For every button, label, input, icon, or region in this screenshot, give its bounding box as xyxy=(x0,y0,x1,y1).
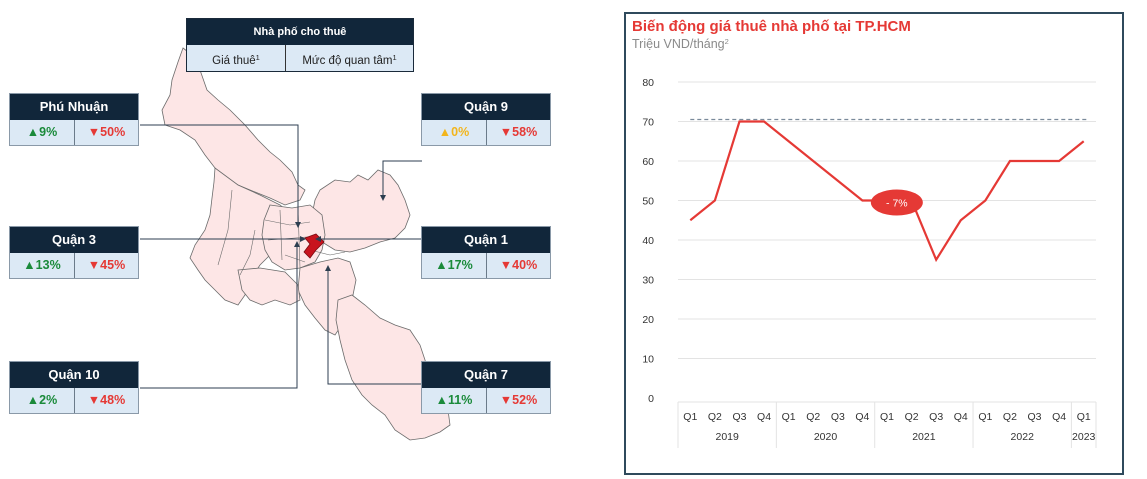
legend-col-price: Giá thuê1 xyxy=(187,45,286,71)
x-tick-quarter: Q3 xyxy=(1028,411,1042,423)
arrow-down-icon: ▼ xyxy=(499,393,513,407)
district-name: Quận 9 xyxy=(422,94,550,120)
x-tick-quarter: Q2 xyxy=(905,411,919,423)
map-legend-table: Nhà phố cho thuê Giá thuê1 Mức độ quan t… xyxy=(186,18,414,72)
x-tick-year: 2023 xyxy=(1072,431,1096,443)
arrow-up-icon: ▲ xyxy=(26,393,40,407)
interest-change: ▼58% xyxy=(499,125,538,139)
legend-col-interest: Mức độ quan tâm1 xyxy=(302,53,397,67)
district-card-quan-7: Quận 7 ▲11% ▼52% xyxy=(421,361,551,414)
interest-change: ▼52% xyxy=(499,393,538,407)
x-tick-quarter: Q3 xyxy=(929,411,943,423)
x-tick-quarter: Q4 xyxy=(954,411,968,423)
rent-price-chart: 0 10 20 30 40 50 60 70 80 Q1 Q2 Q3 Q4 Q1 Q2 Q3 Q4 Q1 Q2 Q3 Q… xyxy=(624,12,1124,475)
district-name: Quận 10 xyxy=(10,362,138,388)
arrow-down-icon: ▼ xyxy=(499,125,513,139)
x-tick-quarter: Q3 xyxy=(831,411,845,423)
price-change: ▲2% xyxy=(10,388,75,413)
y-tick-label: 80 xyxy=(642,77,654,89)
arrow-down-icon: ▼ xyxy=(87,125,101,139)
connector-arrowheads xyxy=(294,195,386,271)
interest-change: ▼48% xyxy=(87,393,126,407)
arrow-down-icon: ▼ xyxy=(87,258,101,272)
arrow-up-icon: ▲ xyxy=(435,393,449,407)
x-tick-quarter: Q3 xyxy=(732,411,746,423)
x-tick-quarter: Q4 xyxy=(1052,411,1066,423)
arrow-down-icon: ▼ xyxy=(499,258,513,272)
arrow-up-icon: ▲ xyxy=(435,258,448,272)
price-change: ▲11% xyxy=(422,388,487,413)
x-tick-quarter: Q2 xyxy=(806,411,820,423)
price-change: ▲13% xyxy=(10,253,75,278)
interest-change: ▼45% xyxy=(87,258,126,272)
district-borders xyxy=(217,189,346,276)
district-name: Quận 3 xyxy=(10,227,138,253)
annotation-label: - 7% xyxy=(886,198,908,210)
x-tick-quarter: Q4 xyxy=(855,411,869,423)
x-tick-quarter: Q1 xyxy=(880,411,894,423)
connector-lines xyxy=(140,124,422,389)
map-regions xyxy=(161,47,451,441)
region-east xyxy=(311,169,411,253)
x-tick-year: 2019 xyxy=(715,431,739,443)
y-tick-label: 20 xyxy=(642,314,654,326)
x-tick-quarter: Q2 xyxy=(1003,411,1017,423)
line-chart-plot: 0 10 20 30 40 50 60 70 80 Q1 Q2 Q3 Q4 Q1 Q2 Q3 Q4 Q1 Q2 Q3 Q… xyxy=(642,77,1097,448)
arrow-up-icon: ▲ xyxy=(438,125,452,139)
x-tick-quarter: Q1 xyxy=(782,411,796,423)
arrow-down-icon: ▼ xyxy=(87,393,101,407)
hcmc-district-map xyxy=(140,47,451,441)
arrow-up-icon: ▲ xyxy=(23,258,36,272)
y-tick-label: 10 xyxy=(642,354,654,366)
y-tick-label: 60 xyxy=(642,156,654,168)
arrow-up-icon: ▲ xyxy=(26,125,40,139)
y-tick-label: 30 xyxy=(642,275,654,287)
district-name: Quận 1 xyxy=(422,227,550,253)
x-tick-quarter: Q4 xyxy=(757,411,771,423)
interest-change: ▼40% xyxy=(499,258,538,272)
chart-title: Biến động giá thuê nhà phố tại TP.HCM xyxy=(632,18,911,35)
interest-change: ▼50% xyxy=(87,125,126,139)
district-card-phu-nhuan: Phú Nhuận ▲9% ▼50% xyxy=(9,93,139,146)
x-tick-quarter: Q1 xyxy=(1077,411,1091,423)
price-change: ▲9% xyxy=(10,120,75,145)
annotation-bubble xyxy=(870,189,923,216)
region-southwest xyxy=(237,267,301,306)
district-card-quan-10: Quận 10 ▲2% ▼48% xyxy=(9,361,139,414)
legend-title: Nhà phố cho thuê xyxy=(187,19,413,45)
district-name: Phú Nhuận xyxy=(10,94,138,120)
x-tick-quarter: Q1 xyxy=(683,411,697,423)
x-tick-quarter: Q2 xyxy=(708,411,722,423)
price-change: ▲0% xyxy=(422,120,487,145)
district-name: Quận 7 xyxy=(422,362,550,388)
price-change: ▲17% xyxy=(422,253,487,278)
x-tick-quarter: Q1 xyxy=(978,411,992,423)
y-tick-label: 0 xyxy=(648,393,654,405)
y-tick-label: 70 xyxy=(642,117,654,129)
x-tick-year: 2021 xyxy=(912,431,936,443)
y-tick-label: 50 xyxy=(642,196,654,208)
y-tick-label: 40 xyxy=(642,235,654,247)
chart-subtitle: Triệu VND/tháng2 xyxy=(632,37,729,51)
x-tick-year: 2022 xyxy=(1011,431,1035,443)
district-card-quan-1: Quận 1 ▲17% ▼40% xyxy=(421,226,551,279)
x-tick-year: 2020 xyxy=(814,431,838,443)
district-card-quan-9: Quận 9 ▲0% ▼58% xyxy=(421,93,551,146)
district-card-quan-3: Quận 3 ▲13% ▼45% xyxy=(9,226,139,279)
region-north xyxy=(161,47,306,206)
legend-columns: Giá thuê1 Mức độ quan tâm1 xyxy=(187,45,413,71)
